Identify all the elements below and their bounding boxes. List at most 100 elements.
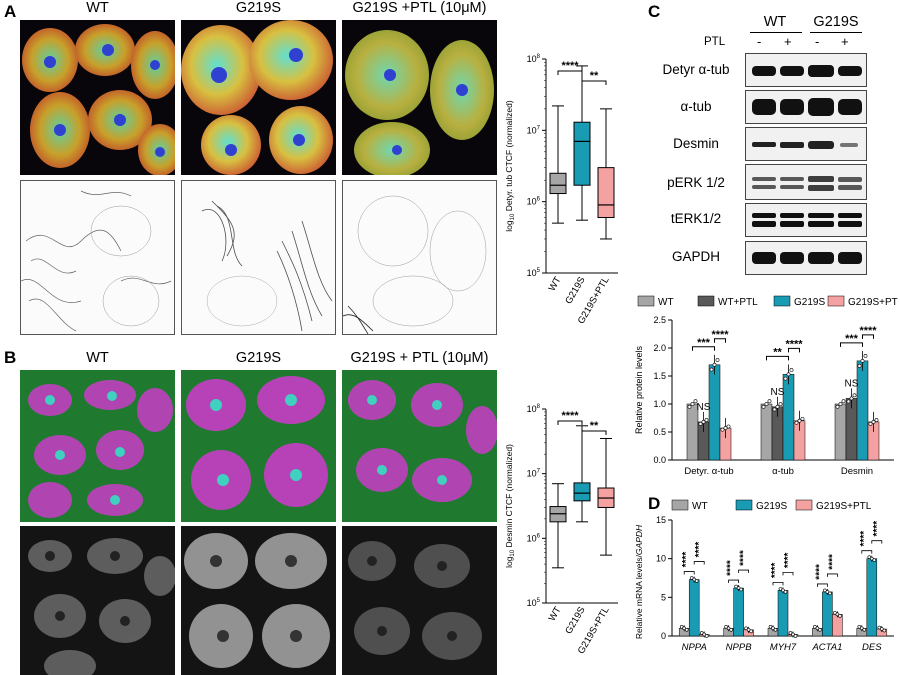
data-point (862, 627, 867, 632)
bar-2-1 (777, 590, 789, 637)
data-point (729, 627, 733, 632)
blot-image-gapdh (745, 241, 867, 275)
y-axis-label: Relative protein levels (634, 345, 644, 434)
blot-image-detyr-tub (745, 53, 867, 87)
data-point (726, 424, 731, 429)
x-tick-label: WT (547, 275, 564, 293)
y-axis-label: Relative mRNA levels/GAPDH (634, 524, 644, 639)
significance-bracket (827, 573, 838, 577)
legend-label-0: WT (692, 501, 708, 512)
y-tick-label: 106 (527, 197, 541, 207)
panel-d-letter: D (648, 494, 661, 513)
y-axis-label: log10 Desmin CTCF (normalized) (504, 444, 516, 568)
data-point (874, 418, 879, 422)
significance-label: **** (739, 550, 750, 566)
blot-ptl-sign-2: + (784, 34, 792, 49)
y-tick-label: 0.0 (653, 455, 666, 465)
data-point (679, 624, 684, 629)
data-point (704, 418, 709, 422)
data-point (815, 626, 820, 631)
data-point (687, 404, 692, 409)
data-point (788, 631, 793, 635)
legend-label-1: WT+PTL (718, 297, 758, 308)
bar-0-1 (688, 579, 700, 637)
chart-c-protein-levels: WT WT+PTL G219S G219S+PTL 0.0 0.5 1.0 1.5 2.0 2.5… (634, 295, 898, 477)
blot-image-desmin (745, 127, 867, 161)
panel-a-title-wt: WT (86, 0, 109, 16)
legend-label-1: G219S (756, 501, 787, 512)
legend-swatch-1 (735, 499, 753, 511)
x-tick-label: Desmin (841, 466, 873, 477)
y-tick-label: 105 (527, 268, 541, 278)
x-tick-label: DES (862, 642, 882, 653)
significance-label: **** (561, 60, 579, 72)
significance-bracket (683, 571, 695, 575)
data-point (744, 626, 748, 631)
data-point (699, 631, 704, 635)
micrograph-b-g219s-merged (181, 370, 336, 522)
data-point (690, 402, 695, 406)
micrograph-b-g219s-desmin (181, 526, 336, 675)
data-point (712, 362, 717, 367)
y-tick-label: 5 (661, 592, 666, 602)
chart-d-mrna-levels: WT G219S G219S+PTL 0 5 10 15 Relative mRNA leve… (634, 499, 894, 653)
micrograph-a-wt-detyr (20, 180, 175, 335)
data-point (789, 368, 794, 372)
box-g219s-ptl (597, 167, 615, 218)
data-point (880, 627, 884, 631)
legend-swatch-0 (637, 295, 655, 307)
y-tick-label: 0 (661, 631, 666, 641)
data-point (860, 358, 865, 363)
y-tick-label: 2.0 (653, 343, 666, 353)
data-point (835, 612, 840, 617)
blot-ptl-sign-3: - (815, 34, 820, 49)
data-point (860, 626, 864, 631)
data-point (781, 588, 785, 593)
data-point (838, 614, 842, 618)
significance-label: ** (590, 70, 599, 82)
data-point (768, 624, 773, 629)
data-point (870, 556, 874, 561)
data-point (871, 420, 876, 424)
blot-ptl-sign-1: - (757, 34, 762, 49)
data-point (791, 632, 795, 637)
significance-bracket (581, 80, 607, 85)
data-point (877, 625, 882, 630)
blot-label-desmin: Desmin (673, 136, 719, 151)
micrograph-a-wt-merged (20, 20, 175, 175)
data-point (739, 587, 743, 592)
legend-swatch-2 (773, 295, 791, 307)
panel-b-letter: B (4, 348, 17, 367)
y-tick-label: 15 (656, 515, 666, 525)
significance-label: ** (590, 420, 599, 432)
significance-label: *** (845, 333, 859, 345)
data-point (682, 626, 687, 631)
data-point (701, 420, 706, 424)
data-point (704, 634, 709, 638)
data-point (767, 399, 772, 404)
data-point (684, 627, 689, 632)
significance-bracket (692, 346, 715, 351)
blot-group-wt: WT (763, 14, 787, 30)
significance-label: **** (561, 410, 579, 422)
blot-ptl-label: PTL (704, 36, 726, 48)
data-point (709, 367, 714, 372)
bar-1-1 (733, 587, 744, 637)
significance-label: **** (814, 564, 825, 580)
data-point (771, 626, 775, 631)
blot-label-gapdh: GAPDH (671, 249, 720, 264)
data-point (786, 372, 791, 377)
blot-group-g219s: G219S (813, 14, 859, 30)
data-point (849, 396, 854, 401)
data-point (778, 402, 783, 407)
legend-swatch-1 (697, 295, 715, 307)
blot-label-perk: pERK 1/2 (667, 175, 725, 190)
micrograph-a-g219s-detyr (181, 180, 336, 335)
data-point (813, 624, 817, 629)
data-point (783, 590, 788, 594)
panel-a-letter: A (4, 2, 17, 21)
data-point (702, 632, 706, 637)
data-point (882, 628, 887, 633)
significance-bracket (714, 338, 726, 343)
micrograph-a-g219s-ptl-detyr (342, 180, 497, 335)
